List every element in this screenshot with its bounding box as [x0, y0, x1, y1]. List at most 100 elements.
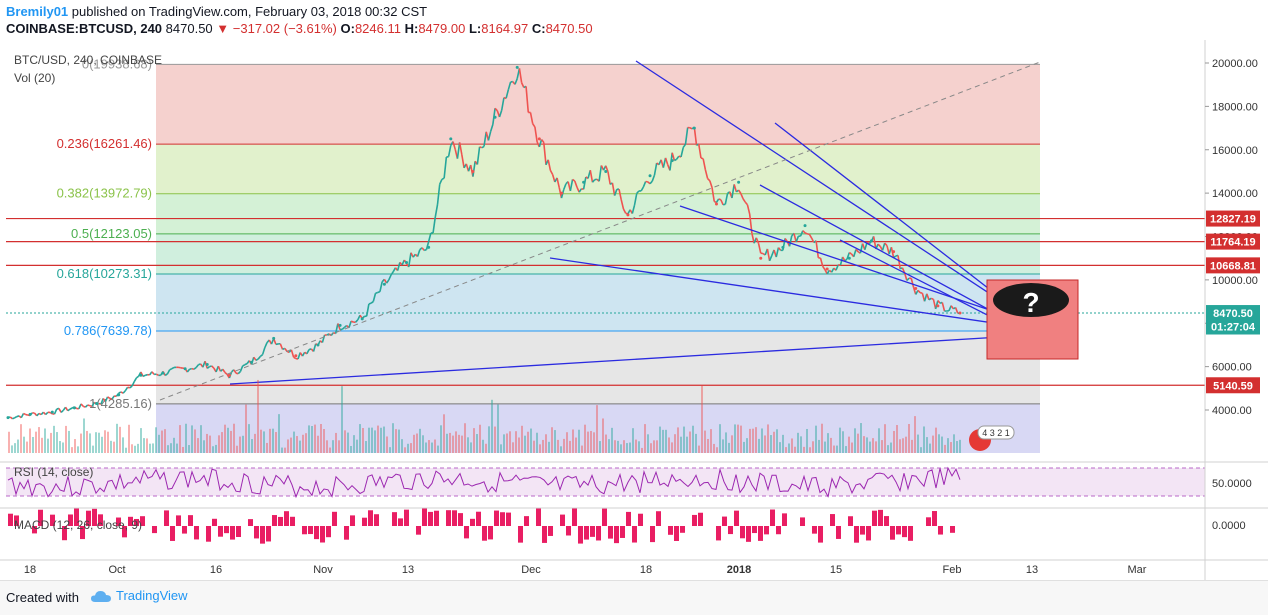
volume-bar: [656, 440, 658, 453]
volume-bar: [458, 435, 460, 453]
macd-histogram-bar: [602, 509, 607, 526]
volume-bar: [839, 428, 841, 453]
macd-histogram-bar: [446, 510, 451, 526]
price-tag: 5140.59: [1206, 377, 1260, 393]
volume-bar: [941, 437, 943, 453]
price-candle: [378, 292, 380, 293]
volume-bar: [167, 445, 169, 453]
price-point: [936, 304, 939, 307]
volume-bar: [35, 432, 37, 453]
volume-bar: [209, 436, 211, 453]
price-candle: [61, 410, 63, 412]
price-candle: [480, 147, 482, 148]
close-label: C:: [532, 21, 546, 36]
price-candle: [136, 376, 138, 378]
macd-histogram-bar: [404, 510, 409, 526]
macd-histogram-bar: [308, 526, 313, 534]
cloud-icon: [90, 590, 112, 604]
volume-bar: [881, 440, 883, 453]
volume-bar: [701, 385, 703, 453]
volume-bar: [563, 439, 565, 453]
volume-bar: [203, 440, 205, 453]
macd-histogram-bar: [938, 526, 943, 535]
price-point: [914, 287, 917, 290]
volume-bar: [533, 441, 535, 453]
rsi-pane[interactable]: 50.0000: [6, 468, 1252, 497]
fib-level-label: 0.618(10273.31): [57, 266, 152, 281]
volume-bar: [272, 429, 274, 453]
x-tick-label: 18: [24, 564, 36, 576]
footer: Created with TradingView: [0, 580, 1268, 615]
main-price-pane[interactable]: 0(19938.68)0.236(16261.46)0.382(13972.79…: [6, 56, 1205, 453]
volume-bar: [320, 424, 322, 453]
volume-bar: [269, 429, 271, 453]
volume-bar: [953, 434, 955, 453]
volume-bar: [947, 438, 949, 453]
macd-histogram-bar: [230, 526, 235, 540]
volume-bar: [521, 426, 523, 453]
macd-histogram-bar: [638, 514, 643, 526]
volume-bar: [737, 425, 739, 453]
chart-area[interactable]: 0(19938.68)0.236(16261.46)0.382(13972.79…: [0, 40, 1268, 580]
volume-bar: [959, 440, 961, 453]
price-candle: [152, 372, 154, 375]
price-candle: [369, 303, 371, 304]
volume-bar: [509, 431, 511, 453]
volume-bar: [626, 443, 628, 453]
macd-histogram-bar: [878, 510, 883, 526]
price-candle: [442, 178, 444, 179]
volume-bar: [38, 427, 40, 453]
volume-bar: [950, 442, 952, 453]
macd-histogram-bar: [434, 511, 439, 526]
volume-bar: [728, 443, 730, 453]
price-point: [139, 374, 142, 377]
author-name[interactable]: Bremily01: [6, 4, 68, 19]
price-point: [560, 192, 563, 195]
price-candle: [674, 159, 676, 160]
volume-bar: [179, 425, 181, 453]
volume-bar: [851, 443, 853, 453]
macd-histogram-bar: [572, 508, 577, 526]
volume-bar: [860, 423, 862, 453]
macd-histogram-bar: [368, 510, 373, 526]
volume-bar: [254, 434, 256, 453]
macd-histogram-bar: [560, 515, 565, 526]
volume-bar: [668, 437, 670, 453]
volume-bar: [287, 439, 289, 453]
volume-bar: [584, 425, 586, 453]
volume-bar: [812, 441, 814, 453]
macd-histogram-bar: [488, 526, 493, 539]
volume-bar: [932, 436, 934, 453]
volume-bar: [410, 443, 412, 453]
macd-histogram-bar: [614, 526, 619, 543]
volume-bar: [845, 446, 847, 453]
volume-bar: [653, 440, 655, 453]
macd-histogram-bar: [362, 518, 367, 526]
macd-histogram-bar: [218, 526, 223, 537]
price-point: [7, 416, 10, 419]
macd-histogram-bar: [884, 516, 889, 526]
macd-histogram-bar: [284, 511, 289, 526]
volume-bar: [440, 425, 442, 453]
macd-histogram-bar: [836, 526, 841, 539]
volume-bar: [605, 435, 607, 453]
volume-bar: [206, 434, 208, 453]
volume-bar: [242, 436, 244, 453]
volume-bar: [575, 438, 577, 453]
y-tick-label: 14000.00: [1212, 188, 1258, 200]
volume-bar: [110, 441, 112, 453]
volume-bar: [779, 442, 781, 453]
volume-bar: [587, 432, 589, 453]
volume-bar: [377, 426, 379, 453]
tradingview-brand[interactable]: TradingView: [90, 588, 188, 604]
macd-pane[interactable]: 0.0000: [8, 508, 1246, 544]
price-point: [73, 406, 76, 409]
macd-histogram-bar: [194, 526, 199, 539]
volume-bar: [164, 429, 166, 453]
event-badge-text: 4 3 2 1: [982, 428, 1010, 438]
volume-bar: [77, 446, 79, 453]
publish-info: published on TradingView.com, February 0…: [72, 4, 427, 19]
macd-histogram-bar: [272, 515, 277, 526]
volume-bar: [527, 432, 529, 453]
volume-bar: [497, 405, 499, 453]
